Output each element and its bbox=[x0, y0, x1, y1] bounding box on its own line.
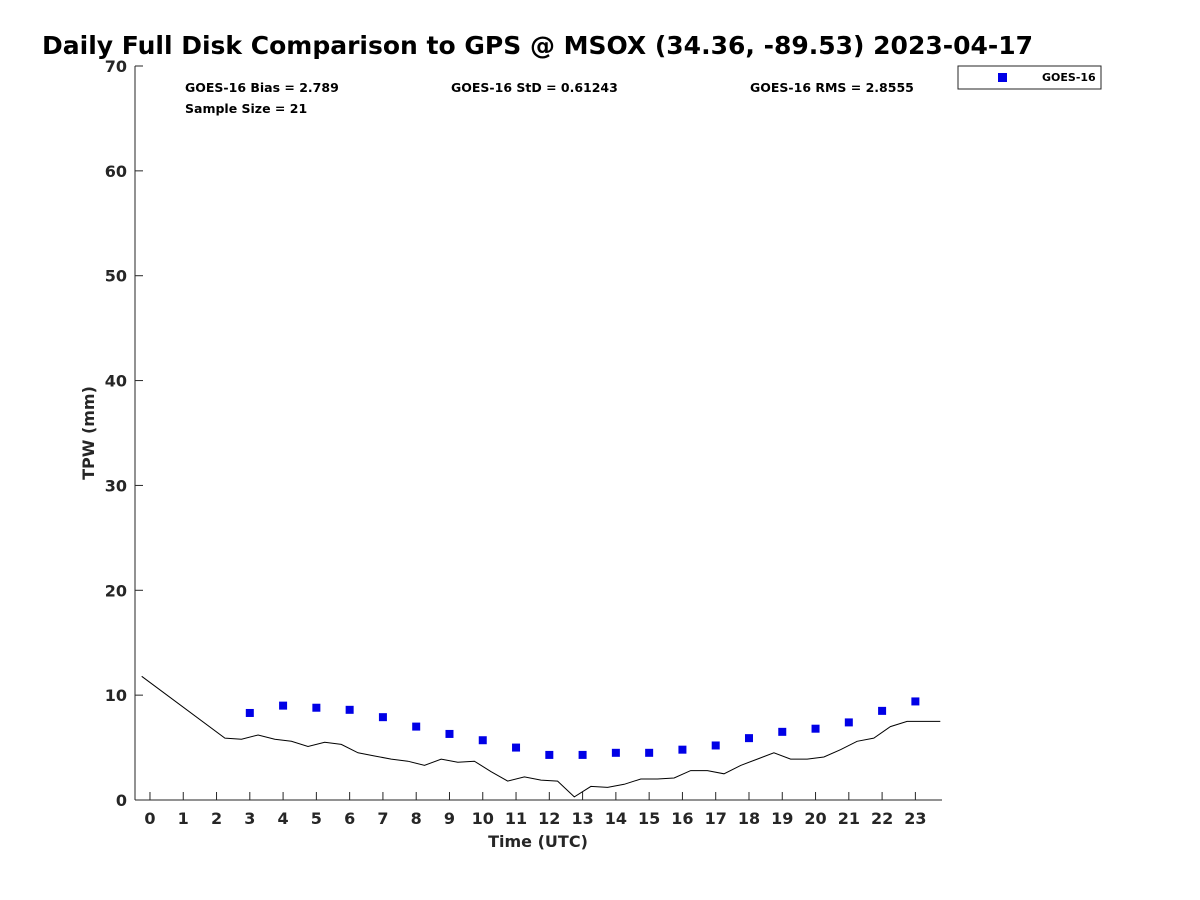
y-axis-ticks: 0 10 20 30 40 50 60 70 bbox=[105, 57, 143, 810]
goes16-point bbox=[445, 729, 454, 738]
goes16-point bbox=[378, 713, 387, 722]
goes16-point bbox=[545, 750, 554, 759]
x-tick-label: 7 bbox=[377, 809, 388, 828]
goes16-scatter-series bbox=[245, 697, 920, 759]
y-tick-label: 30 bbox=[105, 476, 127, 495]
x-tick-label: 17 bbox=[705, 809, 727, 828]
y-tick-label: 40 bbox=[105, 372, 127, 391]
x-tick-label: 18 bbox=[738, 809, 760, 828]
goes16-point bbox=[911, 697, 920, 706]
x-tick-label: 6 bbox=[344, 809, 355, 828]
rms-annotation: GOES-16 RMS = 2.8555 bbox=[750, 80, 914, 95]
sample-size-annotation: Sample Size = 21 bbox=[185, 101, 307, 116]
goes16-point bbox=[578, 750, 587, 759]
goes16-point bbox=[478, 736, 487, 745]
y-tick-label: 0 bbox=[116, 791, 127, 810]
goes16-point bbox=[611, 748, 620, 757]
x-tick-label: 11 bbox=[505, 809, 527, 828]
goes16-point bbox=[245, 708, 254, 717]
bias-annotation: GOES-16 Bias = 2.789 bbox=[185, 80, 339, 95]
goes16-point bbox=[878, 706, 887, 715]
x-tick-label: 15 bbox=[638, 809, 660, 828]
chart-title: Daily Full Disk Comparison to GPS @ MSOX… bbox=[42, 31, 1033, 60]
goes16-point bbox=[412, 722, 421, 731]
goes16-point bbox=[645, 748, 654, 757]
x-tick-label: 5 bbox=[311, 809, 322, 828]
gps-line-series bbox=[141, 675, 941, 798]
x-tick-label: 2 bbox=[211, 809, 222, 828]
x-tick-label: 3 bbox=[244, 809, 255, 828]
goes16-point bbox=[811, 724, 820, 733]
stats-annotations: GOES-16 Bias = 2.789 GOES-16 StD = 0.612… bbox=[185, 80, 914, 116]
x-tick-label: 23 bbox=[904, 809, 926, 828]
goes16-point bbox=[678, 745, 687, 754]
legend-box bbox=[957, 65, 1102, 90]
y-tick-label: 50 bbox=[105, 267, 127, 286]
goes16-point bbox=[744, 734, 753, 743]
legend: GOES-16 bbox=[957, 65, 1102, 90]
x-tick-label: 19 bbox=[771, 809, 793, 828]
y-tick-label: 60 bbox=[105, 162, 127, 181]
y-tick-label: 20 bbox=[105, 581, 127, 600]
goes16-point bbox=[844, 718, 853, 727]
x-tick-label: 14 bbox=[605, 809, 627, 828]
x-tick-label: 0 bbox=[144, 809, 155, 828]
x-tick-label: 8 bbox=[411, 809, 422, 828]
goes16-point bbox=[279, 701, 288, 710]
x-tick-label: 12 bbox=[538, 809, 560, 828]
goes16-point bbox=[512, 743, 521, 752]
x-tick-label: 1 bbox=[178, 809, 189, 828]
x-tick-label: 9 bbox=[444, 809, 455, 828]
x-axis-ticks: 0 1 2 3 4 5 6 7 8 9 10 11 12 13 14 15 16 17 18 19 20 21 22 23 bbox=[144, 792, 927, 828]
x-axis-label: Time (UTC) bbox=[488, 832, 588, 851]
legend-marker-goes16 bbox=[998, 73, 1007, 82]
x-tick-label: 13 bbox=[571, 809, 593, 828]
gps-tpw-line bbox=[141, 675, 941, 798]
goes16-point bbox=[345, 705, 354, 714]
x-tick-label: 20 bbox=[804, 809, 826, 828]
y-tick-label: 10 bbox=[105, 686, 127, 705]
x-tick-label: 22 bbox=[871, 809, 893, 828]
goes16-point bbox=[312, 703, 321, 712]
goes16-point bbox=[778, 727, 787, 736]
goes16-point bbox=[711, 741, 720, 750]
x-tick-label: 21 bbox=[838, 809, 860, 828]
x-tick-label: 16 bbox=[671, 809, 693, 828]
std-annotation: GOES-16 StD = 0.61243 bbox=[451, 80, 618, 95]
y-axis-label: TPW (mm) bbox=[79, 386, 98, 480]
x-tick-label: 10 bbox=[472, 809, 494, 828]
x-tick-label: 4 bbox=[278, 809, 289, 828]
y-tick-label: 70 bbox=[105, 57, 127, 76]
legend-label-goes16: GOES-16 bbox=[1042, 71, 1096, 84]
